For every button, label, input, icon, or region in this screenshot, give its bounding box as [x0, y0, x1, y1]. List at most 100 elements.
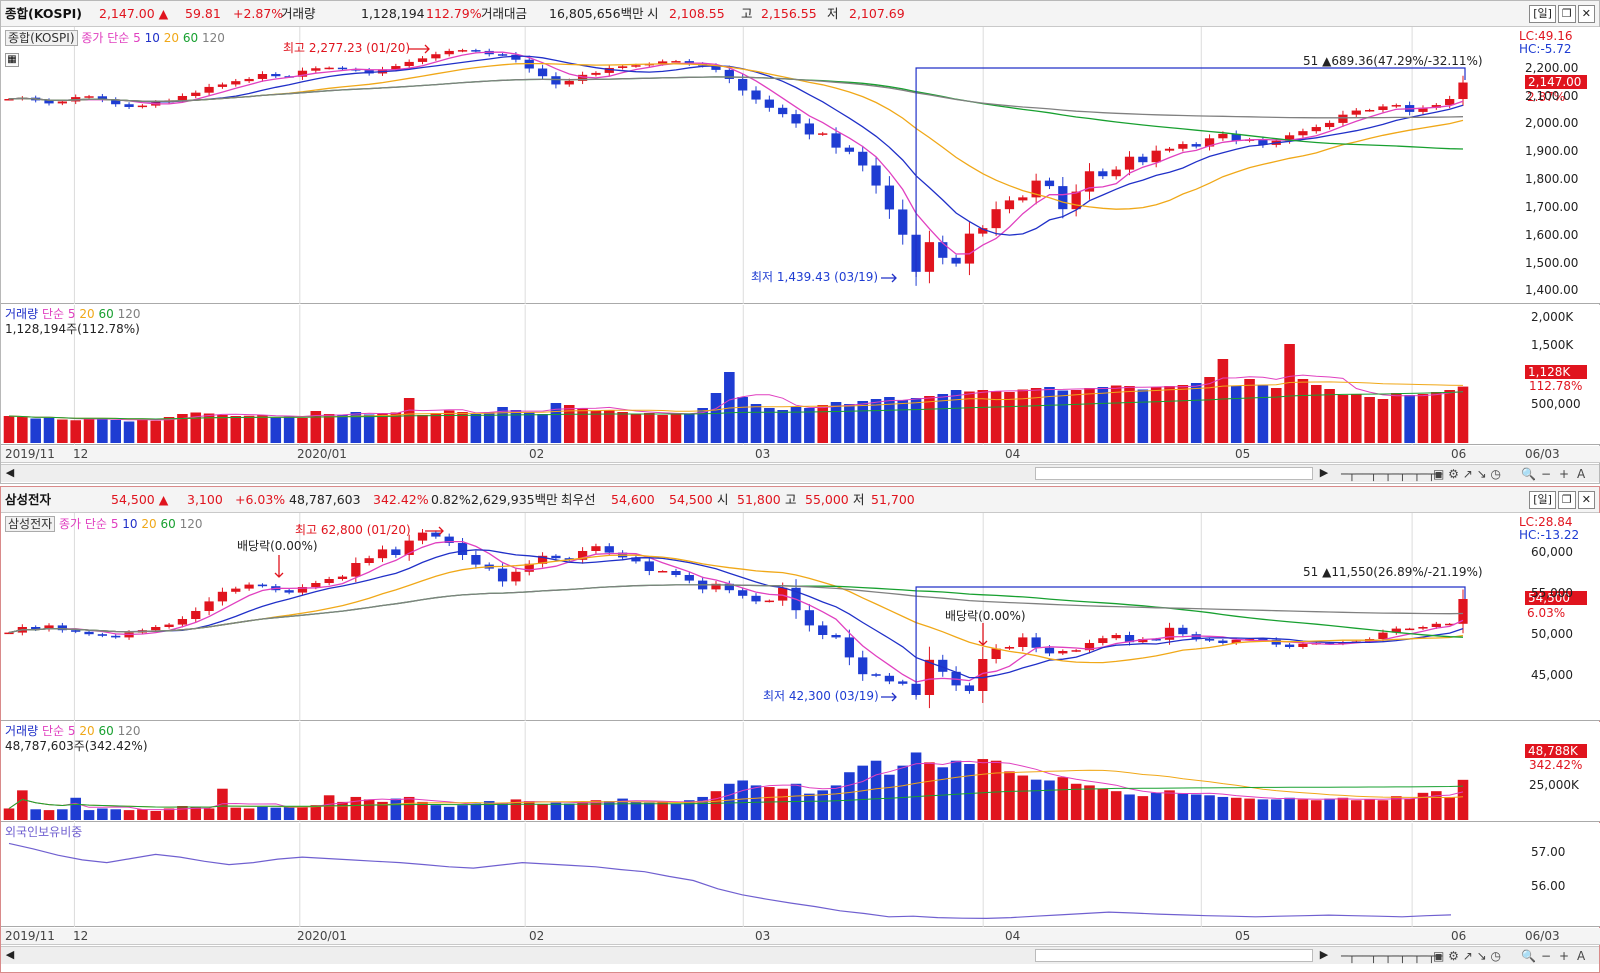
candle-body: [858, 657, 868, 675]
volume-bar: [764, 408, 775, 443]
candle-body: [1178, 144, 1188, 149]
period-button[interactable]: [일]: [1529, 5, 1556, 23]
volume-bar: [523, 801, 535, 820]
volume-panel[interactable]: 거래량 단순 5 20 60 120 48,787,603주(342.42%) …: [1, 722, 1600, 822]
axis-tick: 500,000: [1531, 397, 1581, 411]
hc-label: HC:-13.22: [1519, 528, 1580, 542]
legend-ma20: 20: [163, 31, 179, 45]
grid-icon[interactable]: ▦: [5, 53, 19, 67]
chart-tools[interactable]: ▣ ⚙ ↗ ↘ ◷: [1433, 949, 1501, 963]
plus-icon[interactable]: +: [1559, 467, 1570, 481]
candle-body: [511, 571, 521, 582]
volume-bar: [97, 808, 108, 820]
candle-body: [57, 625, 67, 631]
period-button[interactable]: [일]: [1529, 491, 1556, 509]
open-label: 시: [717, 492, 729, 507]
open-value: 2,108.55: [669, 6, 725, 21]
candle-body: [978, 659, 988, 691]
candle-body: [1378, 106, 1388, 111]
minus-icon[interactable]: −: [1541, 949, 1552, 963]
candle-body: [1431, 623, 1441, 627]
volume-bar: [1364, 799, 1375, 820]
minus-icon[interactable]: −: [1541, 467, 1552, 481]
plus-icon[interactable]: +: [1559, 949, 1570, 963]
candle-body: [1418, 627, 1428, 629]
legend-symbol[interactable]: 종합(KOSPI): [5, 30, 78, 46]
volume-bar: [603, 410, 615, 443]
volume-bar: [924, 396, 935, 443]
scroll-right-icon[interactable]: ▶: [1319, 466, 1329, 479]
candle-body: [457, 50, 468, 52]
candle-body: [31, 627, 41, 630]
current-price: 54,500 ▲: [111, 492, 169, 507]
scroll-left-icon[interactable]: ◀: [5, 466, 15, 479]
candle-body: [564, 558, 574, 560]
zoom-icon[interactable]: 🔍: [1521, 949, 1536, 963]
chart-tools[interactable]: ▣ ⚙ ↗ ↘ ◷: [1433, 467, 1501, 481]
volume-rate: 342.42%: [373, 492, 429, 507]
volume-bar: [1044, 387, 1055, 443]
volume-bar: [884, 774, 895, 820]
candle-body: [177, 619, 188, 625]
legend-symbol[interactable]: 삼성전자: [5, 516, 56, 532]
volume-bar: [1297, 379, 1309, 443]
volume-bar: [697, 408, 708, 443]
ma20-line: [8, 554, 1464, 664]
scrollbar[interactable]: ◀ ▶ ─┬──┬─┬─┬─┬─┬─ ▣ ⚙ ↗ ↘ ◷ 🔍 − + A: [1, 946, 1599, 964]
volume-tag: 1,128K: [1525, 365, 1587, 379]
volume-bar: [203, 808, 215, 820]
restore-icon[interactable]: ❐: [1557, 491, 1576, 509]
volume-bar: [550, 802, 562, 820]
candle-body: [631, 65, 641, 67]
volume-bar: [804, 408, 815, 443]
candle-body: [1004, 647, 1015, 649]
zoom-slider[interactable]: ─┬──┬─┬─┬─┬─┬─: [1341, 467, 1443, 481]
candle-body: [1204, 639, 1215, 641]
close-icon[interactable]: ✕: [1577, 5, 1595, 23]
volume-bar: [1230, 385, 1242, 443]
axis-tick: 2,100.00: [1525, 89, 1579, 103]
candle-body: [244, 78, 254, 82]
candle-body: [497, 54, 508, 56]
scroll-right-icon[interactable]: ▶: [1319, 948, 1329, 961]
candle-body: [1151, 150, 1161, 163]
price-panel[interactable]: 삼성전자 종가 단순 5 10 20 60 120 최고 62,800 (01/…: [1, 513, 1600, 721]
symbol-name[interactable]: 삼성전자: [5, 492, 52, 507]
scroll-thumb[interactable]: [1035, 467, 1313, 480]
zoom-icon[interactable]: 🔍: [1521, 467, 1536, 481]
range-annotation: 51 ▲689.36(47.29%/-32.11%): [1303, 54, 1483, 68]
volume-bar: [1284, 344, 1295, 443]
volume-bar: [1057, 390, 1069, 443]
zoom-slider[interactable]: ─┬──┬─┬─┬─┬─┬─: [1341, 949, 1443, 963]
candle-body: [738, 78, 748, 91]
volume-panel[interactable]: 거래량 단순 5 20 60 120 1,128,194주(112.78%) 2…: [1, 305, 1600, 445]
volume-bar: [710, 791, 722, 820]
dividend-annotation: 배당락(0.00%): [945, 609, 1026, 623]
restore-icon[interactable]: ❐: [1557, 5, 1576, 23]
close-icon[interactable]: ✕: [1577, 491, 1595, 509]
legend-ma-label: 단순: [41, 724, 65, 738]
candle-body: [1445, 99, 1455, 106]
candle-body: [764, 600, 774, 603]
price-panel[interactable]: 종합(KOSPI) 종가 단순 5 10 20 60 120 ▦ 최고 2,27…: [1, 27, 1600, 304]
candle-body: [738, 590, 748, 596]
foreign-ratio-panel[interactable]: 외국인보유비중 57.00 56.00: [1, 823, 1600, 927]
candle-body: [311, 68, 321, 71]
volume-bar: [590, 411, 602, 443]
volume-bar: [1350, 394, 1362, 443]
font-icon[interactable]: A: [1577, 467, 1586, 481]
volume-bar: [377, 801, 388, 820]
ma120-line: [8, 584, 1464, 634]
font-icon[interactable]: A: [1577, 949, 1586, 963]
scroll-left-icon[interactable]: ◀: [5, 948, 15, 961]
volume-bar: [283, 806, 295, 820]
axis-tick: 57.00: [1531, 845, 1566, 859]
symbol-name[interactable]: 종합(KOSPI): [5, 6, 82, 21]
scrollbar[interactable]: ◀ ▶ ─┬──┬─┬─┬─┬─┬─ ▣ ⚙ ↗ ↘ ◷ 🔍 − + A: [1, 464, 1599, 482]
volume-bar: [1124, 794, 1135, 820]
volume-bar: [1204, 377, 1215, 443]
candle-body: [1098, 638, 1108, 643]
volume-bar: [523, 412, 535, 443]
scroll-thumb[interactable]: [1035, 949, 1313, 962]
legend-ma5: 5: [110, 517, 119, 531]
